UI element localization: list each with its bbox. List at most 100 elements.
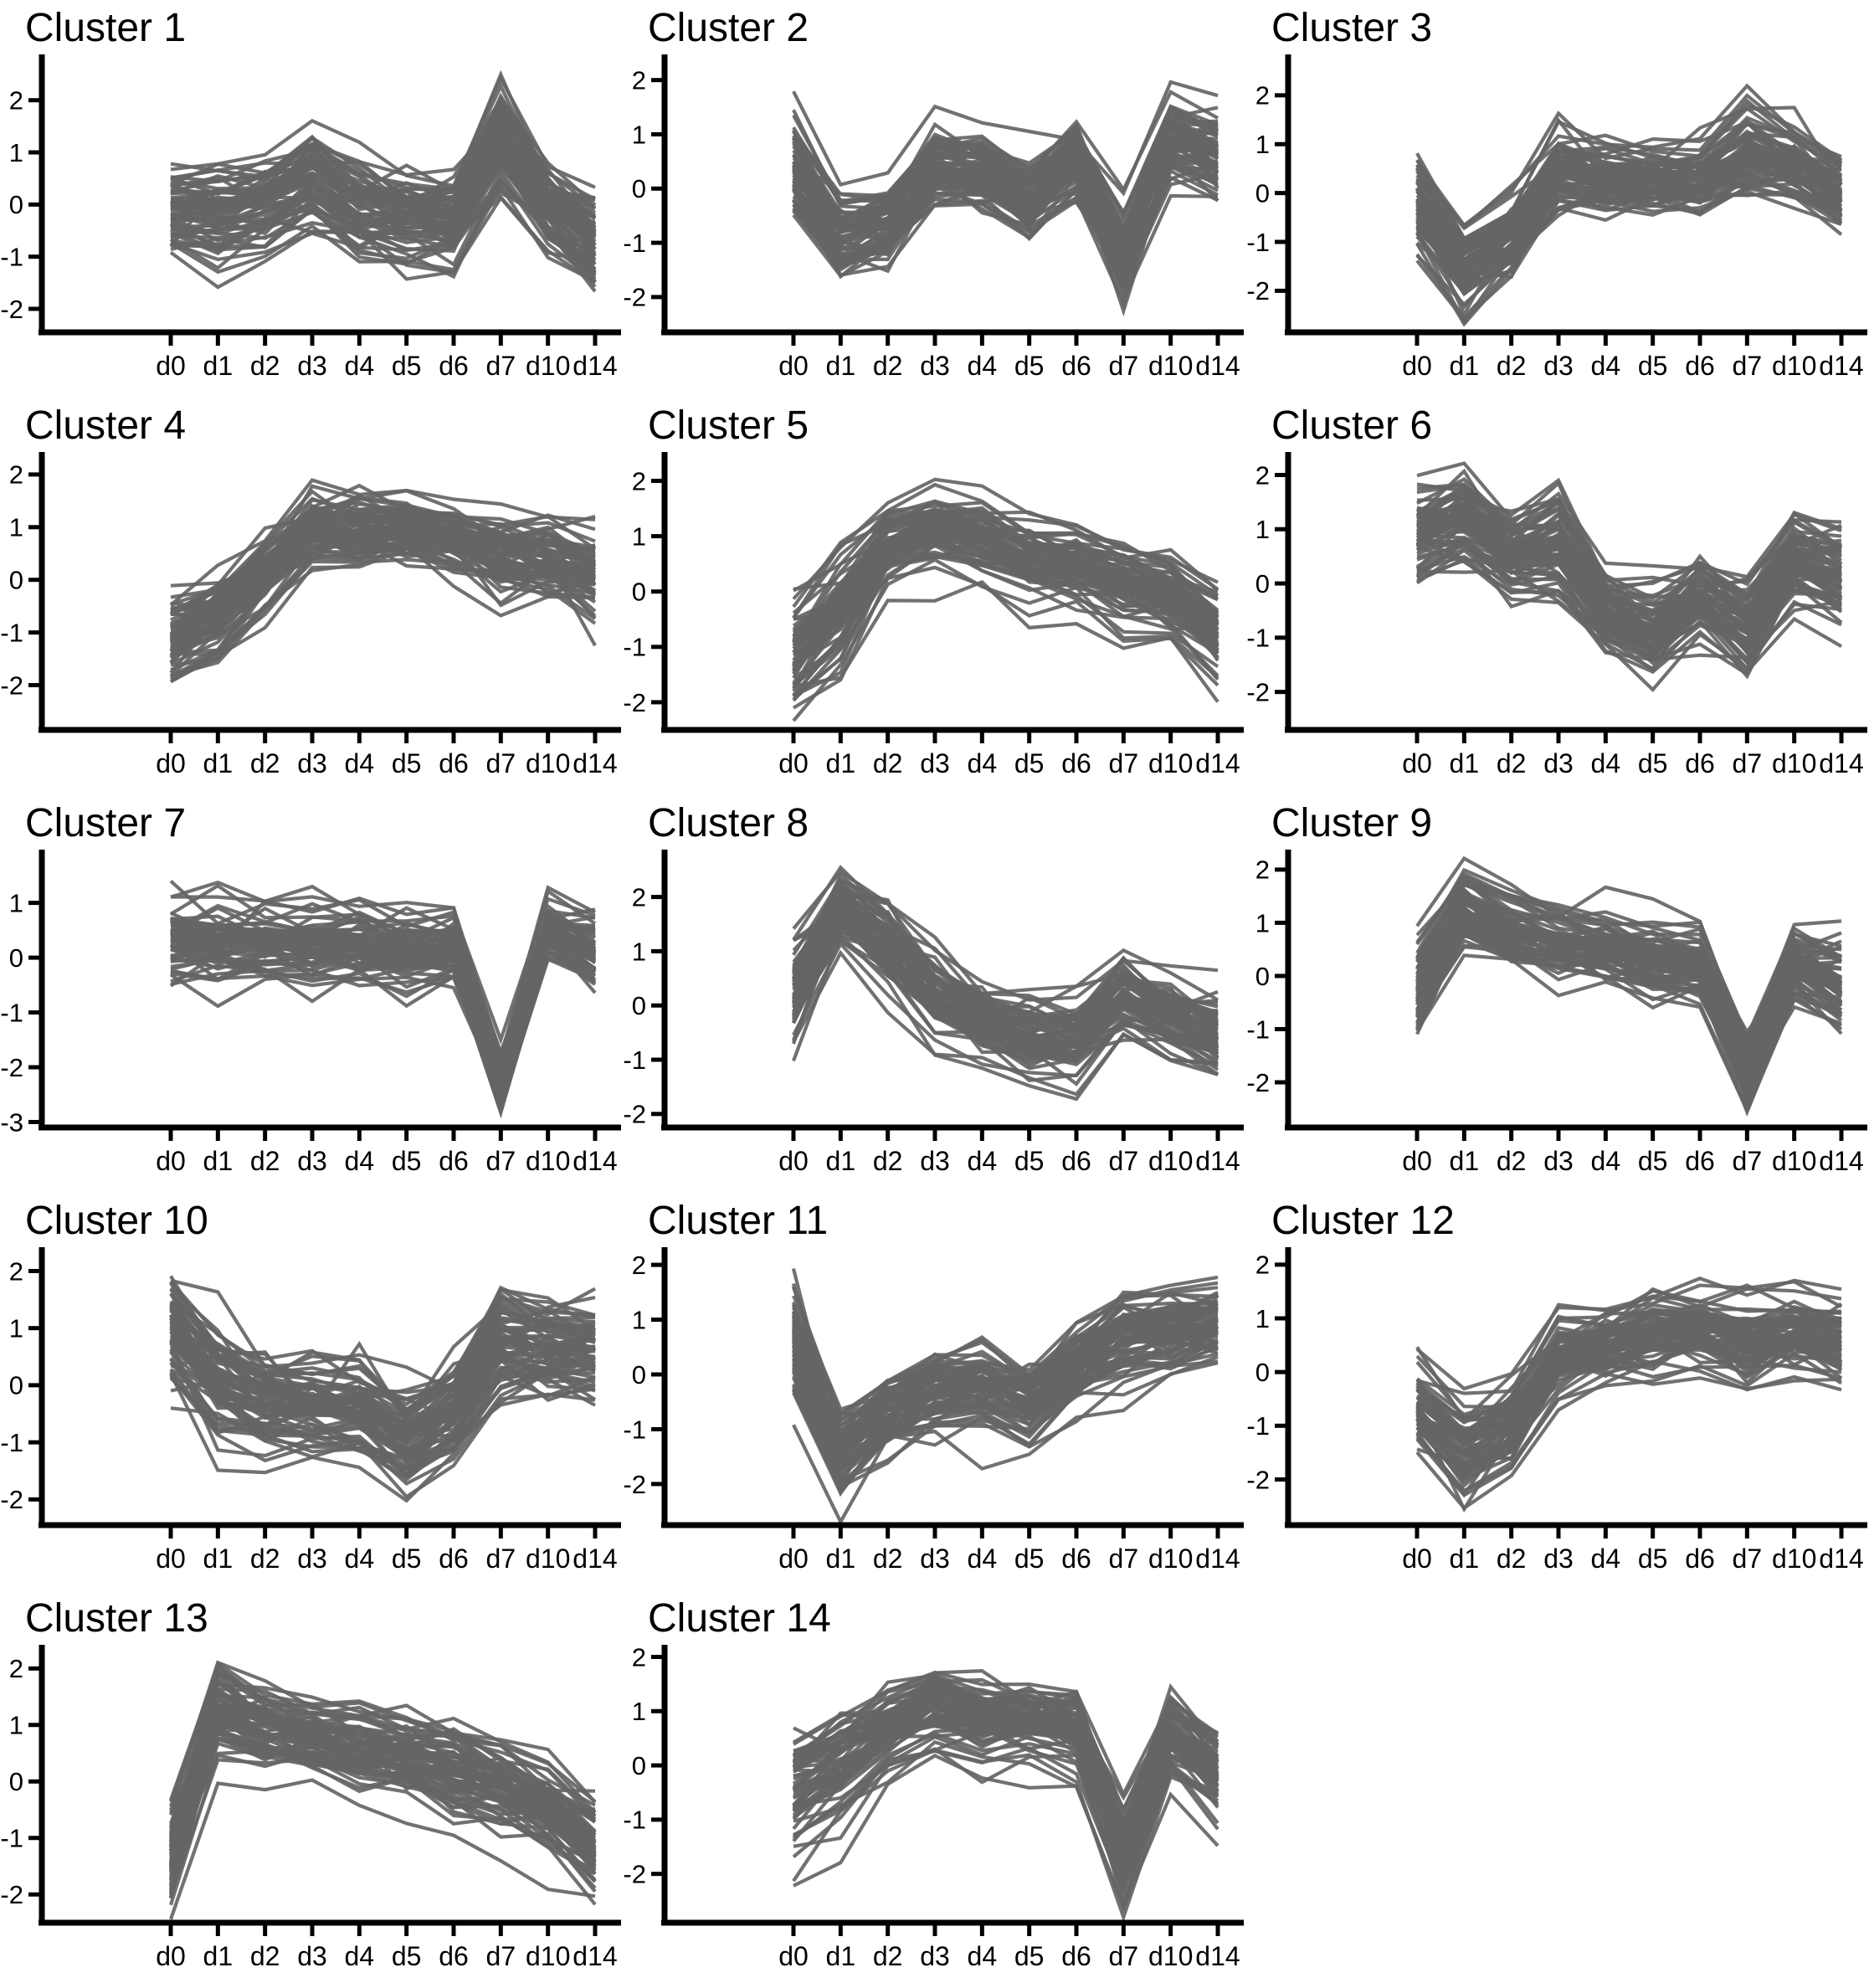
- y-tick-label: -2: [0, 1485, 23, 1514]
- x-tick-label: d3: [1543, 351, 1574, 381]
- y-tick-label: -2: [623, 1859, 646, 1888]
- x-ticks: d0 d1 d2 d3 d4 d5 d6 d7 d10 d14: [1402, 1524, 1864, 1574]
- x-tick-label: d3: [920, 1941, 950, 1971]
- y-tick-label: 2: [632, 1251, 646, 1280]
- x-tick-label: d14: [1195, 1941, 1240, 1971]
- profile-line: [1416, 507, 1842, 643]
- profile-line: [1415, 886, 1843, 1071]
- x-tick-label: d10: [1772, 748, 1816, 778]
- x-tick-label: d5: [392, 1146, 422, 1176]
- cluster-chart-4: 2 1 0 -1 -2 d0 d1 d2 d3 d4 d5 d6 d7 d10 d14: [0, 451, 621, 778]
- profile-line: [1415, 1307, 1842, 1446]
- x-tick-label: d7: [1109, 1544, 1139, 1574]
- x-tick-label: d0: [778, 1146, 809, 1176]
- y-tick-label: 2: [1255, 1250, 1270, 1279]
- y-tick-label: 1: [9, 1710, 23, 1739]
- x-tick-label: d1: [203, 1544, 234, 1574]
- profile-line: [792, 1346, 1219, 1484]
- profile-line: [792, 565, 1219, 710]
- y-ticks: 2 1 0 -1 -2: [0, 460, 42, 700]
- profile-line: [169, 524, 596, 664]
- x-tick-label: d2: [250, 1146, 280, 1176]
- line-ensemble: [1415, 1276, 1843, 1513]
- y-tick-label: -2: [623, 688, 646, 717]
- profile-line: [168, 1730, 597, 1890]
- cluster-chart-5: 2 1 0 -1 -2 d0 d1 d2 d3 d4 d5 d6 d7 d10 d14: [623, 451, 1244, 778]
- x-tick-label: d3: [297, 351, 327, 381]
- x-tick-label: d14: [1195, 748, 1240, 778]
- x-tick-label: d1: [826, 1544, 856, 1574]
- profile-line: [168, 1712, 597, 1871]
- y-tick-label: 0: [632, 1751, 646, 1780]
- y-tick-label: -1: [1246, 228, 1270, 257]
- profile-line: [792, 929, 1219, 1065]
- y-tick-label: 1: [9, 888, 23, 917]
- x-tick-label: d10: [526, 748, 570, 778]
- x-tick-label: d6: [1685, 1544, 1715, 1574]
- x-tick-label: d0: [156, 1146, 186, 1176]
- x-tick-label: d7: [486, 1146, 516, 1176]
- x-tick-label: d4: [345, 748, 375, 778]
- cluster-chart-3: 2 1 0 -1 -2 d0 d1 d2 d3 d4 d5 d6 d7 d10 d14: [1246, 54, 1867, 381]
- profile-line: [168, 1660, 596, 1839]
- profile-line: [1415, 1308, 1842, 1446]
- x-tick-label: d3: [920, 351, 950, 381]
- x-tick-label: d0: [778, 748, 809, 778]
- line-ensemble: [1415, 460, 1843, 692]
- x-tick-label: d1: [1450, 1544, 1480, 1574]
- cluster-title: Cluster 11: [648, 1199, 829, 1243]
- x-tick-label: d2: [873, 351, 903, 381]
- x-tick-label: d4: [345, 1544, 375, 1574]
- cluster-panel-10: Cluster 10 2 1 0 -1 -2 d0 d1 d2 d3 d4 d5 d6 d7 d10 d14: [0, 1193, 623, 1590]
- y-tick-label: 2: [1255, 460, 1270, 490]
- x-tick-label: d5: [1014, 1941, 1045, 1971]
- profile-line: [1416, 502, 1843, 614]
- y-ticks: 2 1 0 -1 -2: [0, 1256, 42, 1514]
- y-tick-label: -1: [0, 1823, 23, 1852]
- y-tick-label: 1: [1255, 908, 1270, 937]
- profile-line: [1415, 131, 1843, 278]
- x-tick-label: d1: [1450, 351, 1480, 381]
- y-tick-label: -1: [1246, 623, 1270, 652]
- x-tick-label: d7: [1109, 351, 1139, 381]
- x-tick-label: d0: [156, 748, 186, 778]
- y-tick-label: 1: [9, 138, 23, 167]
- y-ticks: 2 1 0 -1 -2: [623, 65, 665, 312]
- y-tick-label: -2: [0, 670, 23, 700]
- x-tick-label: d6: [1061, 1544, 1091, 1574]
- profile-line: [169, 879, 596, 1045]
- profile-line: [1416, 1343, 1842, 1453]
- y-ticks: 2 1 0 -1 -2: [1246, 1250, 1288, 1494]
- profile-line: [792, 1303, 1219, 1452]
- profile-line: [792, 907, 1219, 1029]
- cluster-panel-11: Cluster 11 2 1 0 -1 -2 d0 d1 d2 d3 d4 d5 d6 d7 d10 d14: [623, 1193, 1246, 1590]
- x-tick-label: d2: [873, 748, 903, 778]
- x-tick-label: d6: [1061, 351, 1091, 381]
- x-tick-label: d5: [392, 1941, 422, 1971]
- x-tick-label: d6: [439, 1941, 469, 1971]
- profile-line: [792, 121, 1219, 245]
- x-tick-label: d2: [1497, 748, 1527, 778]
- y-tick-label: 2: [632, 466, 646, 496]
- x-tick-label: d7: [1109, 748, 1139, 778]
- profile-line: [792, 122, 1219, 253]
- y-tick-label: 1: [9, 512, 23, 542]
- x-tick-label: d0: [778, 351, 809, 381]
- x-tick-label: d3: [1543, 748, 1574, 778]
- profile-line: [169, 1737, 597, 1880]
- profile-line: [792, 1275, 1219, 1411]
- x-tick-label: d10: [526, 351, 570, 381]
- profile-line: [792, 1301, 1219, 1437]
- x-tick-label: d7: [1109, 1941, 1139, 1971]
- cluster-panel-3: Cluster 3 2 1 0 -1 -2 d0 d1 d2 d3 d4 d5 d6 d7 d10 d14: [1246, 0, 1869, 398]
- cluster-panel-4: Cluster 4 2 1 0 -1 -2 d0 d1 d2 d3 d4 d5 d6 d7 d10 d14: [0, 398, 623, 795]
- profile-line: [169, 1341, 596, 1479]
- cluster-title: Cluster 5: [648, 403, 809, 448]
- x-ticks: d0 d1 d2 d3 d4 d5 d6 d7 d10 d14: [778, 331, 1240, 381]
- profile-line: [792, 1332, 1219, 1487]
- y-tick-label: -2: [0, 1053, 23, 1082]
- profile-line: [1415, 83, 1843, 228]
- x-tick-label: d5: [1014, 1146, 1045, 1176]
- profile-line: [1415, 1333, 1842, 1471]
- x-tick-label: d4: [968, 1544, 998, 1574]
